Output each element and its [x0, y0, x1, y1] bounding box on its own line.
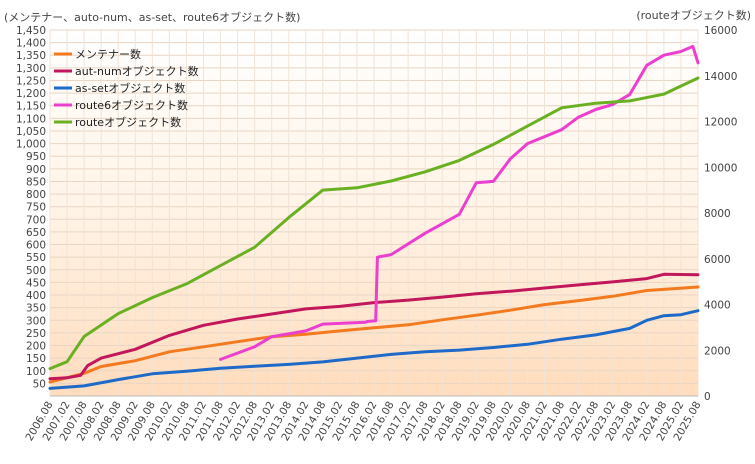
- left-tick-label: 1,150: [16, 101, 46, 113]
- right-tick-label: 2000: [704, 345, 731, 357]
- legend: メンテナー数 aut-numオブジェクト数 as-setオブジェクト数 route6オ…: [54, 48, 199, 129]
- legend-item-label: メンテナー数: [75, 48, 141, 61]
- left-tick-label: 1,200: [16, 88, 46, 100]
- legend-item-label: route6オブジェクト数: [75, 98, 188, 112]
- left-tick-label: 550: [26, 252, 46, 264]
- left-tick-label: 600: [26, 240, 46, 252]
- left-tick-label: 450: [26, 277, 46, 289]
- left-tick-label: 1,350: [16, 50, 46, 62]
- left-tick-label: 800: [26, 189, 46, 201]
- left-tick-label: 1,450: [16, 25, 46, 37]
- series-line-0: [48, 285, 700, 384]
- left-tick-label: 300: [26, 315, 46, 327]
- right-tick-label: 10000: [704, 162, 737, 174]
- left-tick-label: 500: [26, 265, 46, 277]
- right-tick-label: 14000: [704, 71, 737, 83]
- right-tick-label: 0: [704, 391, 711, 403]
- left-tick-label: 50: [33, 378, 46, 390]
- left-tick-label: 1,050: [16, 126, 46, 138]
- legend-item-label: as-setオブジェクト数: [75, 81, 185, 95]
- right-tick-label: 16000: [704, 25, 737, 37]
- series-line-4: [48, 76, 700, 371]
- left-tick-label: 850: [26, 176, 46, 188]
- right-axis-title: (routeオブジェクト数): [636, 8, 751, 22]
- series-line-2: [48, 309, 700, 390]
- x-axis: 2006.082007.022007.082008.022008.082009.…: [23, 400, 703, 444]
- left-tick-label: 350: [26, 303, 46, 315]
- series-line-1: [48, 272, 700, 381]
- left-axis-title: (メンテナー、auto-num、as-set、route6オブジェクト数): [4, 10, 300, 24]
- right-tick-label: 4000: [704, 300, 731, 312]
- left-tick-label: 1,100: [16, 113, 46, 125]
- left-tick-label: 1,400: [16, 38, 46, 50]
- right-tick-label: 12000: [704, 117, 737, 129]
- right-axis: 0 2000 4000 6000 8000 10000 12000 14000 16000: [704, 25, 737, 403]
- left-tick-label: 400: [26, 290, 46, 302]
- grid: [49, 29, 699, 397]
- series-layer: [48, 44, 700, 390]
- left-tick-label: 750: [26, 202, 46, 214]
- left-tick-label: 250: [26, 328, 46, 340]
- left-axis: 5010015020025030035040045050055060065070…: [16, 25, 46, 390]
- legend-item-label: aut-numオブジェクト数: [75, 64, 199, 78]
- left-tick-label: 650: [26, 227, 46, 239]
- left-tick-label: 700: [26, 214, 46, 226]
- left-tick-label: 1,250: [16, 75, 46, 87]
- left-tick-label: 100: [26, 366, 46, 378]
- right-tick-label: 8000: [704, 208, 731, 220]
- right-tick-label: 6000: [704, 254, 731, 266]
- left-tick-label: 1,300: [16, 63, 46, 75]
- left-tick-label: 900: [26, 164, 46, 176]
- left-tick-label: 1,000: [16, 139, 46, 151]
- left-tick-label: 150: [26, 353, 46, 365]
- legend-item-label: routeオブジェクト数: [75, 115, 181, 129]
- series-line-3: [219, 44, 700, 361]
- left-tick-label: 950: [26, 151, 46, 163]
- left-tick-label: 200: [26, 341, 46, 353]
